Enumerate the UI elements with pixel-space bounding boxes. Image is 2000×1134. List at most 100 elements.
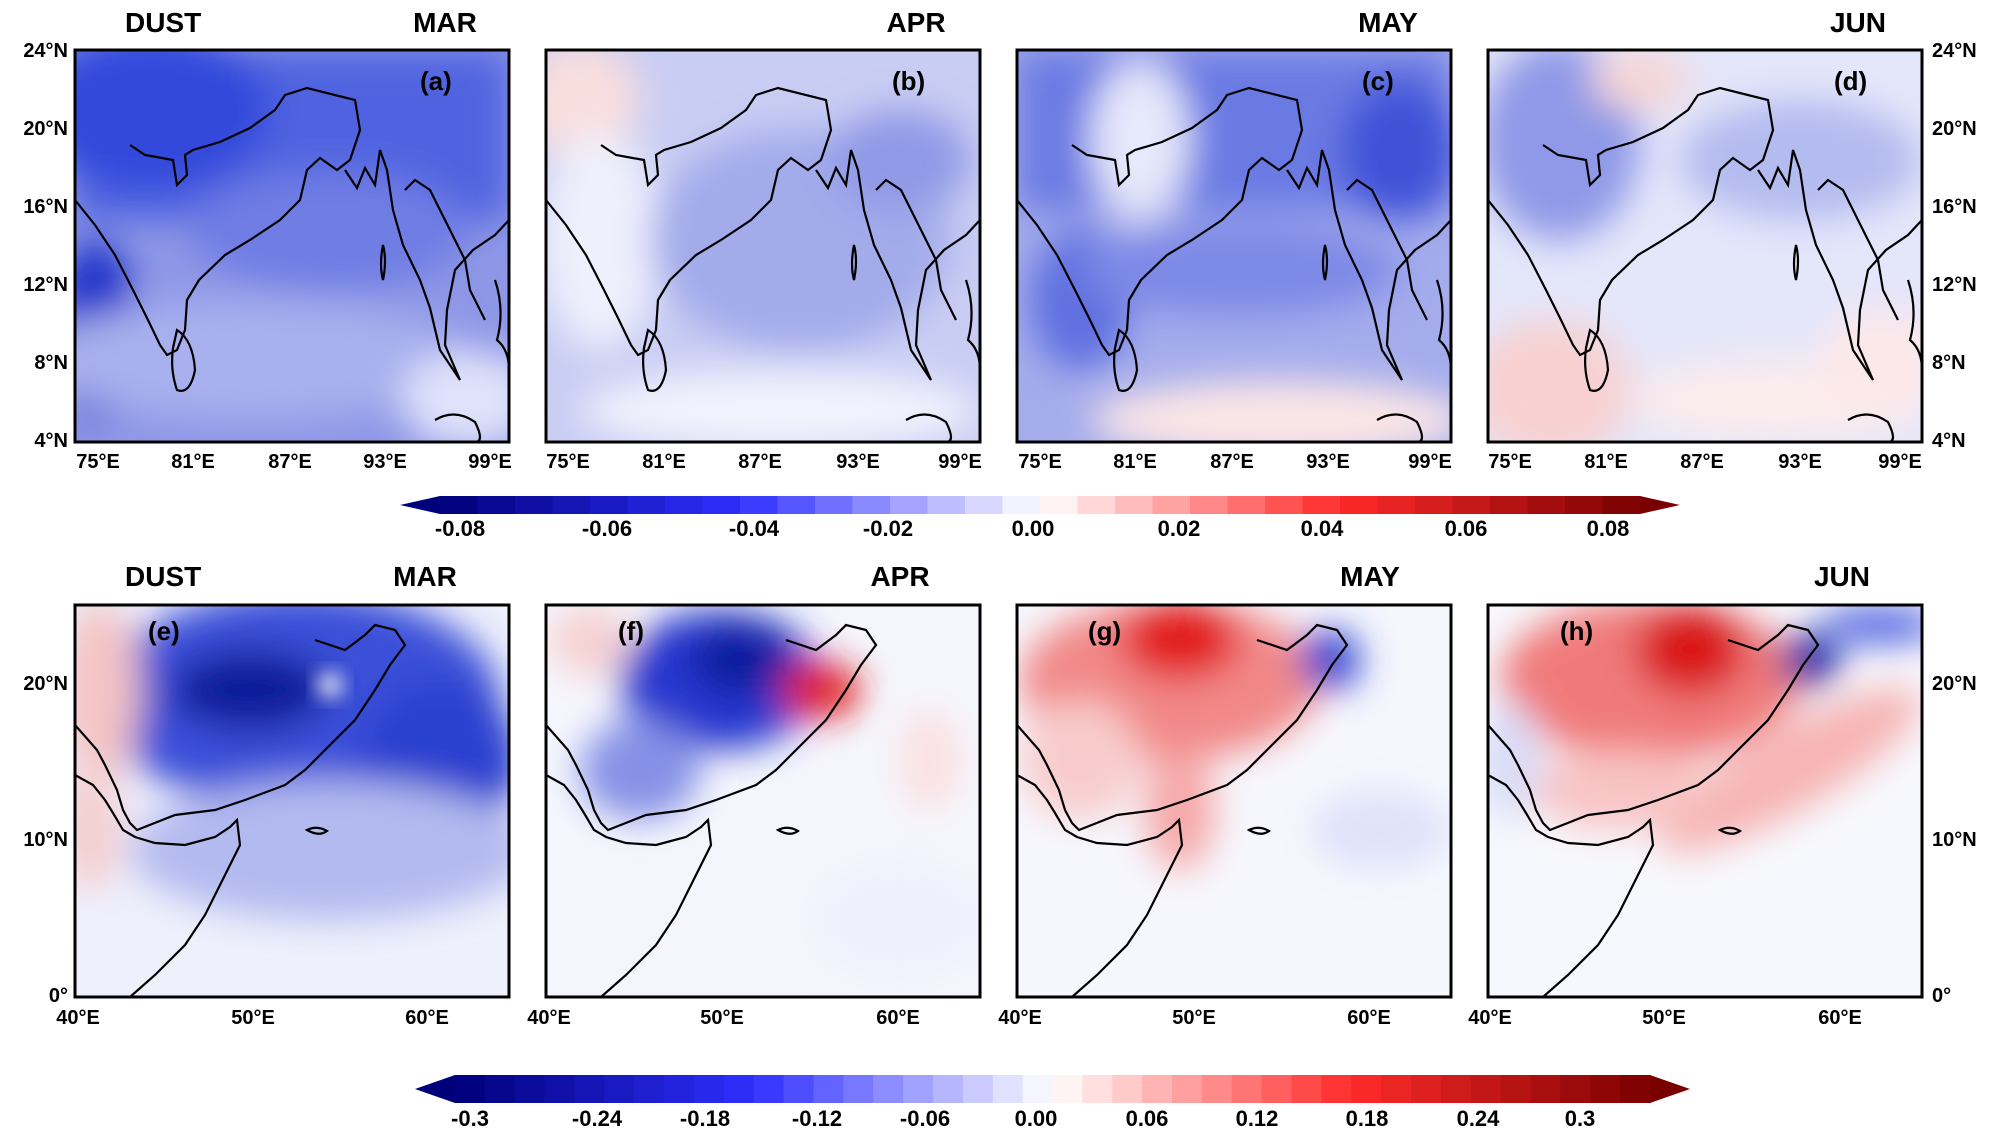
- colorbar-step: [1602, 496, 1641, 514]
- x-tick: 60°E: [405, 1007, 449, 1029]
- bottom-colorbar-ticks: -0.3 -0.24 -0.18 -0.12 -0.06 0.00 0.06 0…: [451, 1106, 1595, 1131]
- panel-a-map: [73, 48, 511, 444]
- colorbar-tick: 0.3: [1565, 1106, 1596, 1131]
- colorbar-tick: 0.12: [1236, 1106, 1279, 1131]
- colorbar-step: [627, 496, 666, 514]
- colorbar-tick: 0.08: [1587, 516, 1630, 541]
- colorbar-step: [1115, 496, 1154, 514]
- bottom-left-y-axis: 20°N 10°N 0°: [23, 673, 68, 1007]
- colorbar-step: [574, 1075, 605, 1103]
- y-tick: 20°N: [1932, 673, 1977, 695]
- panel-h-map: [1486, 603, 1924, 999]
- bottom-x-axis-g: 40°E 50°E 60°E: [998, 1007, 1391, 1029]
- x-tick: 40°E: [56, 1007, 100, 1029]
- x-tick: 87°E: [268, 451, 312, 473]
- colorbar-step: [634, 1075, 665, 1103]
- colorbar-step: [783, 1075, 815, 1103]
- x-tick: 60°E: [1347, 1007, 1391, 1029]
- colorbar-step: [992, 1075, 1024, 1103]
- colorbar-step: [1002, 496, 1041, 514]
- panel-c-label: (c): [1362, 66, 1394, 96]
- colorbar-tick: 0.02: [1158, 516, 1201, 541]
- colorbar-step: [1302, 496, 1341, 514]
- panel-d-month: JUN: [1830, 7, 1886, 38]
- x-tick: 81°E: [1113, 451, 1157, 473]
- colorbar-step: [1452, 496, 1491, 514]
- colorbar-tick: 0.24: [1457, 1106, 1501, 1131]
- colorbar-step: [1351, 1075, 1382, 1103]
- panel-e-label: (e): [148, 616, 180, 646]
- colorbar-tick: -0.18: [680, 1106, 730, 1131]
- colorbar-step: [740, 496, 779, 514]
- colorbar-step: [1527, 496, 1566, 514]
- colorbar-tick: -0.24: [572, 1106, 623, 1131]
- panel-g-label: (g): [1088, 616, 1121, 646]
- top-row-variable-label: DUST: [125, 7, 201, 38]
- colorbar-step: [664, 1075, 695, 1103]
- colorbar-step: [1082, 1075, 1113, 1103]
- colorbar-step: [1415, 496, 1454, 514]
- y-tick: 20°N: [23, 673, 68, 695]
- top-colorbar: [400, 496, 1680, 514]
- colorbar-step: [777, 496, 816, 514]
- top-x-axis-d: 75°E 81°E 87°E 93°E 99°E: [1488, 451, 1922, 473]
- panel-a-label: (a): [420, 66, 452, 96]
- colorbar-step: [962, 1075, 994, 1103]
- x-tick: 75°E: [546, 451, 590, 473]
- colorbar-step: [694, 1075, 725, 1103]
- colorbar-step: [1530, 1075, 1561, 1103]
- bottom-right-y-axis: 20°N 10°N 0°: [1932, 673, 1977, 1007]
- bottom-colorbar: [415, 1075, 1690, 1103]
- colorbar-step: [1381, 1075, 1412, 1103]
- y-tick: 8°N: [34, 352, 68, 374]
- colorbar-step: [933, 1075, 964, 1103]
- colorbar-tick: 0.06: [1126, 1106, 1169, 1131]
- x-tick: 99°E: [1878, 451, 1922, 473]
- top-colorbar-ticks: -0.08 -0.06 -0.04 -0.02 0.00 0.02 0.04 0…: [435, 516, 1629, 541]
- colorbar-step: [702, 496, 741, 514]
- colorbar-step: [455, 1075, 486, 1103]
- x-tick: 60°E: [876, 1007, 920, 1029]
- colorbar-tick: 0.04: [1301, 516, 1345, 541]
- colorbar-step: [723, 1075, 755, 1103]
- y-tick: 24°N: [1932, 40, 1977, 62]
- x-tick: 60°E: [1818, 1007, 1862, 1029]
- colorbar-tick: -0.02: [863, 516, 913, 541]
- x-tick: 75°E: [1018, 451, 1062, 473]
- colorbar-step: [1500, 1075, 1532, 1103]
- x-tick: 93°E: [1778, 451, 1822, 473]
- colorbar-tick: -0.06: [582, 516, 632, 541]
- y-tick: 0°: [1932, 985, 1951, 1007]
- colorbar-under-arrow: [415, 1075, 455, 1103]
- colorbar-step: [515, 496, 554, 514]
- colorbar-step: [1261, 1075, 1293, 1103]
- panel-g-map: [1015, 603, 1453, 999]
- colorbar-step: [890, 496, 929, 514]
- colorbar-tick: -0.06: [900, 1106, 950, 1131]
- colorbar-step: [552, 496, 591, 514]
- colorbar-step: [1190, 496, 1229, 514]
- colorbar-step: [1411, 1075, 1442, 1103]
- colorbar-step: [1077, 496, 1116, 514]
- x-tick: 40°E: [527, 1007, 571, 1029]
- colorbar-step: [1560, 1075, 1591, 1103]
- x-tick: 93°E: [836, 451, 880, 473]
- colorbar-step: [1152, 496, 1191, 514]
- panel-d-map: [1486, 48, 1924, 444]
- panel-e-map: [73, 603, 511, 999]
- colorbar-step: [604, 1075, 635, 1103]
- x-tick: 81°E: [642, 451, 686, 473]
- x-tick: 99°E: [938, 451, 982, 473]
- panel-f-map: [544, 603, 982, 999]
- bottom-x-axis-h: 40°E 50°E 60°E: [1468, 1007, 1862, 1029]
- x-tick: 81°E: [1584, 451, 1628, 473]
- colorbar-step: [1022, 1075, 1054, 1103]
- y-tick: 20°N: [23, 118, 68, 140]
- colorbar-step: [440, 496, 479, 514]
- colorbar-step: [1265, 496, 1304, 514]
- colorbar-step: [1377, 496, 1416, 514]
- y-tick: 10°N: [1932, 829, 1977, 851]
- x-tick: 75°E: [1488, 451, 1532, 473]
- colorbar-step: [813, 1075, 844, 1103]
